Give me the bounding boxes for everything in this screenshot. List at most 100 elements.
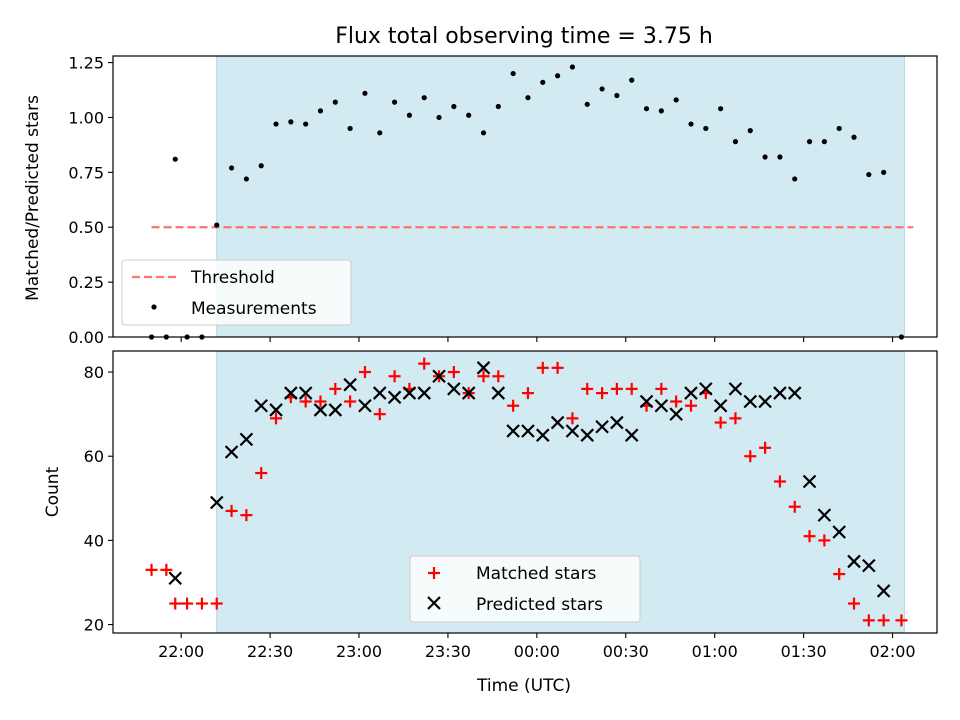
matched-star-point bbox=[329, 382, 342, 395]
bottom-x-ticks: 22:00 22:30 23:00 23:30 00:00 00:30 01:00 01:30… bbox=[158, 633, 916, 661]
predicted-star-point bbox=[343, 377, 357, 392]
predicted-star-point bbox=[387, 390, 402, 405]
matched-star-point bbox=[314, 395, 327, 408]
predicted-star-point bbox=[372, 386, 387, 400]
matched-star-point bbox=[862, 614, 875, 627]
x-tick-label: 22:30 bbox=[247, 642, 293, 661]
predicted-star-point bbox=[506, 424, 520, 438]
legend-predicted-swatch bbox=[427, 596, 441, 610]
measurement-point bbox=[629, 77, 635, 83]
bottom-axes-frame bbox=[112, 350, 938, 634]
top-y-axis-label: Matched/Predicted stars bbox=[23, 95, 43, 301]
predicted-star-point bbox=[802, 474, 817, 489]
predicted-star-point bbox=[224, 445, 239, 459]
predicted-star-point bbox=[284, 386, 298, 400]
y-tick-label: 20 bbox=[84, 616, 104, 635]
measurement-point bbox=[228, 165, 235, 171]
predicted-star-point bbox=[461, 386, 476, 400]
measurement-point bbox=[421, 95, 427, 101]
matched-star-point bbox=[299, 395, 312, 408]
matched-star-point bbox=[566, 412, 579, 425]
y-tick-label: 1.00 bbox=[68, 108, 104, 127]
predicted-star-point bbox=[684, 386, 698, 400]
matched-star-point bbox=[145, 563, 158, 576]
measurement-point bbox=[243, 176, 249, 182]
predicted-star-point bbox=[536, 428, 550, 442]
predicted-star-point bbox=[624, 428, 639, 442]
x-tick-label: 23:30 bbox=[425, 642, 471, 661]
measurement-point bbox=[406, 112, 413, 118]
predicted-star-point bbox=[743, 394, 758, 409]
predicted-star-point bbox=[402, 386, 417, 400]
predicted-star-point bbox=[358, 398, 372, 413]
matched-star-point bbox=[655, 382, 668, 395]
y-tick-label: 0.25 bbox=[68, 273, 104, 292]
matched-star-point bbox=[195, 597, 208, 610]
measurement-point bbox=[436, 114, 442, 121]
measurement-point bbox=[703, 125, 709, 132]
measurement-point bbox=[599, 86, 605, 92]
matched-star-point bbox=[225, 504, 238, 517]
measurement-point bbox=[555, 73, 561, 79]
predicted-star-point bbox=[595, 419, 609, 434]
matched-star-point bbox=[670, 395, 683, 408]
y-tick-label: 0.50 bbox=[68, 218, 104, 237]
bottom-legend-box bbox=[409, 555, 641, 623]
matched-star-point bbox=[447, 366, 460, 379]
predicted-star-point bbox=[654, 398, 669, 413]
predicted-star-point bbox=[699, 382, 713, 396]
predicted-star-point bbox=[817, 508, 832, 522]
predicted-star-point bbox=[847, 554, 861, 569]
matched-star-point bbox=[477, 370, 490, 383]
matched-star-point bbox=[521, 387, 534, 400]
matched-star-point bbox=[270, 412, 283, 425]
measurement-point bbox=[821, 139, 827, 145]
measurement-point bbox=[172, 156, 178, 162]
predicted-star-point bbox=[521, 424, 535, 438]
measurement-point bbox=[732, 139, 739, 145]
matched-star-point bbox=[744, 450, 757, 463]
predicted-star-point bbox=[550, 415, 565, 430]
y-tick-label: 80 bbox=[84, 363, 104, 382]
x-tick-label: 01:00 bbox=[692, 642, 738, 661]
bottom-panel: 20 40 60 80 22:00 22:30 23:00 23:30 00:00 00:30 0… bbox=[43, 350, 938, 696]
matched-star-point bbox=[210, 597, 223, 610]
measurement-point bbox=[866, 171, 872, 178]
matched-star-point bbox=[418, 357, 431, 370]
predicted-star-point bbox=[447, 382, 461, 396]
predicted-star-point bbox=[239, 432, 254, 447]
matched-star-point bbox=[877, 614, 890, 627]
legend-measurements-label: Measurements bbox=[191, 299, 317, 319]
measurement-point bbox=[762, 154, 768, 160]
measurement-point bbox=[836, 125, 842, 132]
measurement-point bbox=[881, 169, 887, 175]
measurement-point bbox=[332, 99, 338, 105]
top-panel: 0.00 0.25 0.50 0.75 1.00 1.25 Matched/Predict… bbox=[23, 54, 938, 347]
measurement-point bbox=[718, 106, 724, 112]
measurement-point bbox=[347, 125, 353, 132]
matched-star-point bbox=[788, 500, 801, 513]
legend-predicted-label: Predicted stars bbox=[476, 595, 603, 615]
predicted-star-point bbox=[432, 369, 446, 384]
x-tick-label: 00:30 bbox=[603, 642, 649, 661]
matched-star-point bbox=[596, 387, 609, 400]
x-axis-label: Time (UTC) bbox=[476, 676, 571, 696]
bottom-y-axis-label: Count bbox=[43, 466, 63, 517]
legend-measurement-swatch bbox=[151, 304, 157, 310]
measurement-point bbox=[806, 139, 813, 145]
predicted-star-point bbox=[862, 558, 876, 573]
matched-star-point bbox=[714, 416, 727, 429]
x-tick-label: 02:00 bbox=[869, 642, 915, 661]
measurement-point bbox=[569, 64, 576, 70]
matched-star-point bbox=[833, 568, 846, 581]
measurement-point bbox=[466, 112, 472, 118]
measurement-point bbox=[288, 119, 294, 125]
predicted-star-point bbox=[713, 398, 728, 413]
x-tick-label: 01:30 bbox=[781, 642, 827, 661]
y-tick-label: 1.25 bbox=[68, 54, 104, 73]
measurement-point bbox=[777, 154, 783, 160]
measurement-point bbox=[362, 90, 368, 96]
top-x-ticks bbox=[180, 337, 894, 342]
x-tick-label: 22:00 bbox=[158, 642, 204, 661]
